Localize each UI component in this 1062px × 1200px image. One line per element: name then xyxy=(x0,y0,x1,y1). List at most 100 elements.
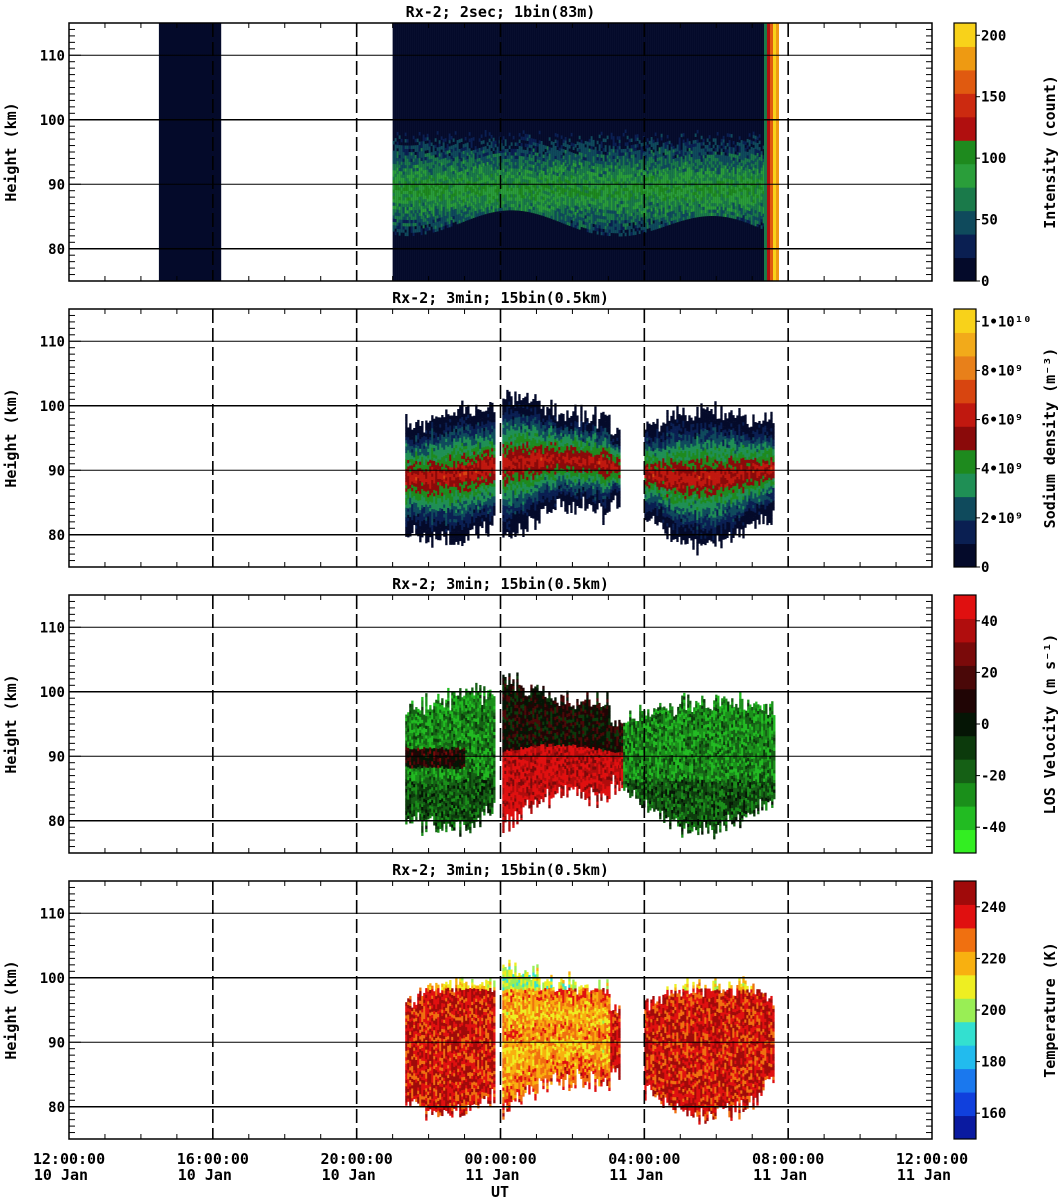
data-cell xyxy=(401,223,403,227)
data-cell xyxy=(403,191,405,195)
data-column xyxy=(163,23,165,281)
data-cell xyxy=(507,188,509,192)
data-cell xyxy=(655,197,657,201)
data-cell xyxy=(685,158,687,162)
data-cell xyxy=(565,172,567,176)
data-cell xyxy=(699,210,701,214)
data-cell xyxy=(439,160,441,164)
data-cell xyxy=(509,204,511,208)
data-cell xyxy=(659,221,661,225)
data-cell xyxy=(563,191,565,195)
data-cell xyxy=(537,156,539,160)
data-cell xyxy=(753,151,755,155)
data-cell xyxy=(719,174,721,178)
data-cell xyxy=(503,178,505,182)
data-cell xyxy=(723,136,725,140)
data-cell xyxy=(553,168,555,172)
data-cell xyxy=(397,177,399,181)
data-cell xyxy=(665,200,667,204)
data-cell xyxy=(441,194,443,198)
data-cell xyxy=(435,222,437,226)
data-cell xyxy=(397,164,399,168)
data-cell xyxy=(465,137,467,141)
data-cell xyxy=(475,201,477,205)
data-cell xyxy=(591,178,593,182)
data-cell xyxy=(759,199,761,203)
data-cell xyxy=(419,203,421,207)
data-cell xyxy=(665,210,667,214)
data-cell xyxy=(597,202,599,206)
data-cell xyxy=(395,196,397,200)
data-cell xyxy=(631,190,633,194)
data-cell xyxy=(665,194,667,198)
data-cell xyxy=(541,170,543,174)
data-cell xyxy=(519,140,521,144)
data-cell xyxy=(399,187,401,191)
data-cell xyxy=(517,155,519,159)
data-cell xyxy=(703,206,705,210)
data-cell xyxy=(423,154,425,158)
data-cell xyxy=(723,213,725,217)
data-cell xyxy=(713,200,715,204)
data-cell xyxy=(675,181,677,185)
data-cell xyxy=(637,150,639,154)
data-cell xyxy=(519,175,521,179)
data-cell xyxy=(691,199,693,203)
data-cell xyxy=(669,208,671,212)
data-cell xyxy=(679,137,681,141)
data-cell xyxy=(739,172,741,176)
data-cell xyxy=(513,168,515,172)
data-cell xyxy=(449,156,451,160)
data-cell xyxy=(399,203,401,207)
data-cell xyxy=(503,162,505,166)
data-cell xyxy=(593,162,595,166)
data-cell xyxy=(487,165,489,169)
data-cell xyxy=(493,193,495,197)
data-cell xyxy=(561,174,563,178)
data-cell xyxy=(647,225,649,229)
data-cell xyxy=(503,146,505,150)
data-cell xyxy=(601,216,603,220)
data-cell xyxy=(679,212,681,216)
data-cell xyxy=(463,209,465,213)
data-cell xyxy=(417,216,419,220)
data-cell xyxy=(413,191,415,195)
data-cell xyxy=(621,217,623,221)
data-cell xyxy=(557,156,559,160)
data-cell xyxy=(569,193,571,197)
data-cell xyxy=(393,164,395,168)
data-cell xyxy=(657,180,659,184)
data-cell xyxy=(487,200,489,204)
data-cell xyxy=(671,192,673,196)
data-cell xyxy=(627,200,629,204)
data-cell xyxy=(587,145,589,149)
data-cell xyxy=(541,176,543,180)
data-cell xyxy=(607,190,609,194)
data-cell xyxy=(579,145,581,149)
data-cell xyxy=(483,150,485,154)
data-cell xyxy=(681,150,683,154)
data-cell xyxy=(685,149,687,153)
data-cell xyxy=(679,218,681,222)
data-cell xyxy=(751,208,753,212)
data-cell xyxy=(723,146,725,150)
data-cell xyxy=(587,158,589,162)
data-cell xyxy=(397,171,399,175)
data-cell xyxy=(569,155,571,159)
data-cell xyxy=(561,219,563,223)
data-cell xyxy=(667,196,669,200)
data-cell xyxy=(435,138,437,142)
data-cell xyxy=(613,155,615,159)
data-cell xyxy=(419,132,421,136)
data-cell xyxy=(569,187,571,191)
data-cell xyxy=(729,185,731,189)
data-cell xyxy=(409,171,411,175)
data-cell xyxy=(667,177,669,181)
data-cell xyxy=(433,226,435,230)
data-cell xyxy=(509,178,511,182)
data-cell xyxy=(757,159,759,163)
data-cell xyxy=(737,216,739,220)
data-cell xyxy=(679,173,681,177)
data-cell xyxy=(679,192,681,196)
data-cell xyxy=(601,151,603,155)
